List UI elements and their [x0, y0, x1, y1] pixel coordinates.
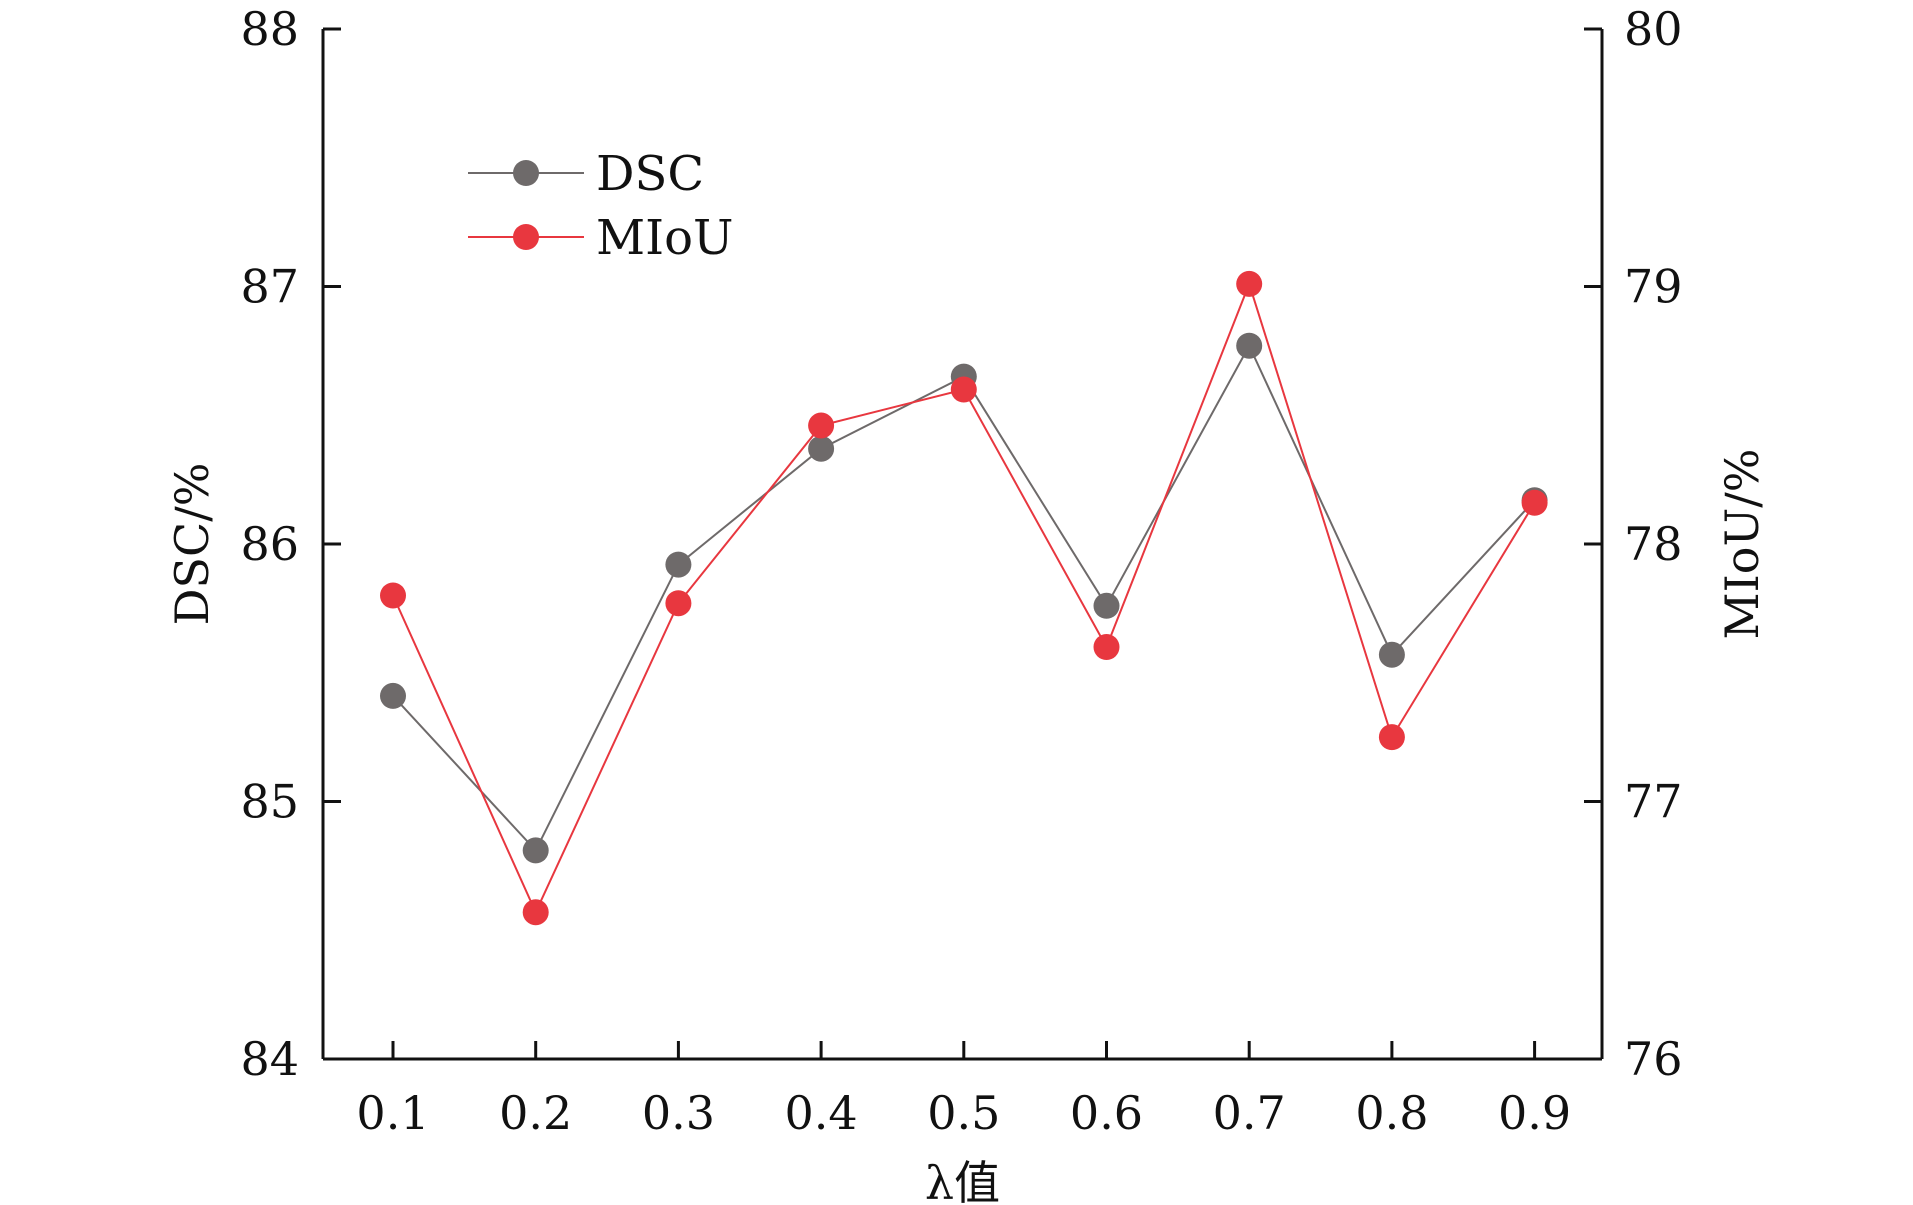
x-tick-label: 0.4: [785, 1086, 858, 1140]
left-y-tick-label: 88: [240, 2, 299, 56]
data-point-miou: [808, 412, 835, 439]
data-point-miou: [665, 590, 692, 617]
legend: DSC MIoU: [468, 146, 733, 266]
data-point-dsc: [808, 435, 835, 462]
legend-label-dsc: DSC: [596, 146, 704, 202]
axes: [321, 29, 1604, 1061]
legend-marker-miou: [513, 224, 539, 250]
data-point-dsc: [522, 837, 549, 864]
x-tick-label: 0.2: [499, 1086, 572, 1140]
right-y-tick-label: 78: [1624, 517, 1683, 571]
legend-marker-dsc: [513, 160, 539, 186]
x-axis-title: λ值: [925, 1156, 1000, 1205]
x-tick-label: 0.5: [927, 1086, 1000, 1140]
x-tick-label: 0.1: [356, 1086, 429, 1140]
right-y-tick-label: 77: [1624, 775, 1683, 829]
left-y-tick-label: 85: [240, 775, 299, 829]
x-tick-label: 0.9: [1498, 1086, 1571, 1140]
data-point-miou: [522, 899, 549, 926]
right-y-axis-title: MIoU/%: [1715, 449, 1769, 640]
series-line-dsc: [392, 343, 1536, 853]
legend-entry-miou: MIoU: [468, 210, 733, 266]
left-y-tick-label: 86: [240, 517, 299, 571]
data-point-miou: [1093, 634, 1120, 660]
left-y-axis-title: DSC/%: [165, 463, 219, 626]
x-tick-label: 0.7: [1213, 1086, 1286, 1140]
tick-marks: [323, 27, 1602, 1061]
right-y-tick-label: 76: [1624, 1032, 1683, 1086]
data-point-miou: [1521, 489, 1548, 516]
left-y-tick-label: 87: [240, 260, 299, 314]
data-point-miou: [1236, 270, 1263, 297]
x-tick-label: 0.6: [1070, 1086, 1143, 1140]
left-y-tick-label: 84: [240, 1032, 299, 1086]
data-point-dsc: [380, 682, 406, 709]
data-point-miou: [380, 582, 406, 609]
data-point-miou: [950, 376, 977, 403]
legend-label-miou: MIoU: [596, 210, 733, 266]
tick-labels: 84 85 86 87 88 76 77 78 79 80 0.1 0.2 0.3 0.4 0.5 0.6 0.…: [240, 2, 1682, 1140]
data-point-dsc: [665, 551, 692, 578]
right-y-tick-label: 80: [1624, 2, 1683, 56]
data-point-dsc: [1378, 641, 1405, 668]
legend-entry-dsc: DSC: [468, 146, 704, 202]
x-tick-label: 0.3: [642, 1086, 715, 1140]
data-point-dsc: [1093, 592, 1120, 619]
right-y-tick-label: 79: [1624, 260, 1683, 314]
data-point-miou: [1378, 724, 1405, 751]
series-layer: [380, 270, 1548, 926]
data-point-dsc: [1236, 332, 1263, 359]
x-tick-label: 0.8: [1355, 1086, 1428, 1140]
